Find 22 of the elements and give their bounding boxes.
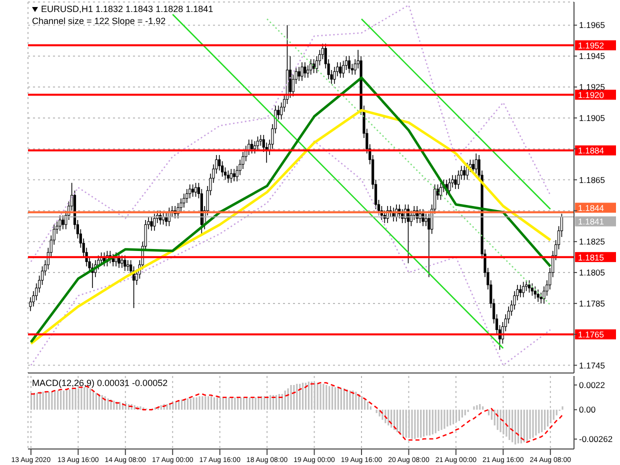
ref-line-label: 1.1765 (578, 330, 604, 340)
ref-line-label: 1.1920 (578, 90, 604, 100)
y-tick-label: 1.1805 (579, 268, 606, 278)
y-tick-label: -0.00262 (579, 434, 613, 444)
y-tick-label: 1.1745 (579, 360, 606, 370)
y-tick-label: 0.00 (579, 404, 596, 415)
ref-line-label: 1.1841 (578, 216, 604, 227)
chart-title: EURUSD,H1 1.1832 1.1843 1.1828 1.1841 (41, 3, 214, 15)
y-tick-label: 1.1925 (579, 82, 606, 92)
ref-line-label: 1.1844 (578, 203, 604, 214)
y-tick-label: 0.0022 (579, 380, 606, 390)
annotation: Channel size = 122 Slope = -1.92 (32, 15, 167, 27)
y-tick-label: 1.1865 (579, 174, 606, 185)
y-tick-label: 1.1945 (579, 51, 606, 62)
ref-line-label: 1.1884 (578, 146, 604, 156)
ref-line-label: 1.1815 (578, 252, 604, 262)
ref-line-label: 1.1952 (578, 40, 604, 51)
y-tick-label: 1.1905 (579, 112, 606, 123)
chart-title: MACD(12,26,9) 0.00031 -0.00052 (32, 377, 168, 389)
y-tick-label: 1.1825 (579, 236, 606, 247)
y-tick-label: 1.1965 (579, 20, 606, 30)
y-tick-label: 1.1785 (579, 298, 606, 308)
